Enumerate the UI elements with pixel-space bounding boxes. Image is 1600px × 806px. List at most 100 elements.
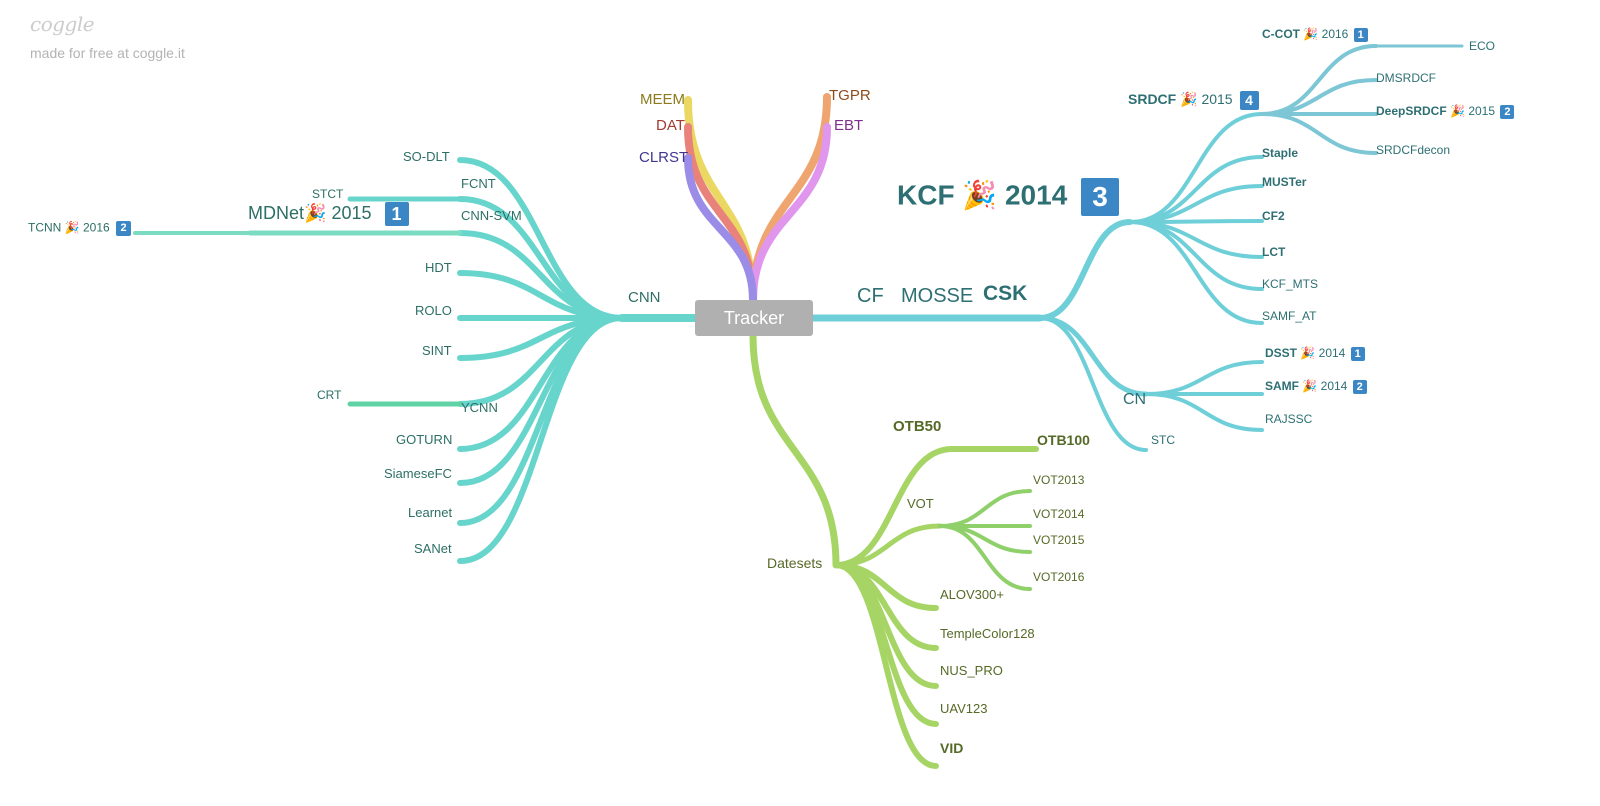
node-datesets[interactable]: Datesets xyxy=(767,555,823,571)
node-cnn[interactable]: CNN xyxy=(628,289,661,306)
node-samf-at[interactable]: SAMF_AT xyxy=(1262,309,1317,323)
node-mdnet[interactable]: MDNet🎉 2015 1 xyxy=(248,202,409,226)
node-ebt[interactable]: EBT xyxy=(834,117,864,134)
branch-kcf xyxy=(1037,219,1133,321)
dsst-year: 2014 xyxy=(1318,346,1346,361)
kcf-badge: 3 xyxy=(1081,178,1120,216)
node-ycnn[interactable]: YCNN xyxy=(461,400,498,415)
mdnet-badge: 1 xyxy=(384,202,409,226)
branch-samf-at xyxy=(1128,220,1264,325)
party-popper-icon: 🎉 xyxy=(962,178,998,212)
node-cn[interactable]: CN xyxy=(1123,391,1147,408)
node-srdcfdecon[interactable]: SRDCFdecon xyxy=(1376,143,1451,157)
tcnn-badge: 2 xyxy=(116,221,132,236)
node-vid[interactable]: VID xyxy=(940,740,964,756)
node-deepsrdcf[interactable]: DeepSRDCF 🎉 2015 2 xyxy=(1376,104,1515,119)
ccot-badge: 1 xyxy=(1353,28,1368,42)
kcf-year: 2014 xyxy=(1004,179,1068,211)
node-learnet[interactable]: Learnet xyxy=(408,505,453,520)
node-csk[interactable]: CSK xyxy=(983,282,1028,305)
node-templecolor128[interactable]: TempleColor128 xyxy=(940,626,1035,641)
branch-datesets xyxy=(749,332,840,569)
branch-dmsrdcf xyxy=(1260,78,1378,116)
node-meem[interactable]: MEEM xyxy=(640,91,685,108)
node-eco[interactable]: ECO xyxy=(1469,39,1496,53)
node-nus-pro[interactable]: NUS_PRO xyxy=(940,663,1003,678)
party-popper-icon: 🎉 xyxy=(1450,104,1465,119)
node-goturn[interactable]: GOTURN xyxy=(396,432,453,447)
node-vot2016[interactable]: VOT2016 xyxy=(1033,570,1085,584)
branch-tgpr xyxy=(749,93,831,304)
party-popper-icon: 🎉 xyxy=(1300,346,1316,361)
node-sanet[interactable]: SANet xyxy=(414,541,452,556)
ccot-label: C-COT xyxy=(1262,27,1300,42)
node-samf[interactable]: SAMF 🎉 2014 2 xyxy=(1265,380,1367,394)
branch-ebt xyxy=(749,123,831,304)
node-dsst[interactable]: DSST 🎉 2014 1 xyxy=(1265,347,1365,361)
node-dmsrdcf[interactable]: DMSRDCF xyxy=(1376,71,1436,85)
dsst-badge: 1 xyxy=(1350,347,1365,361)
branch-dsst xyxy=(1144,360,1264,396)
mdnet-year: 2015 xyxy=(331,202,372,223)
node-muster[interactable]: MUSTer xyxy=(1262,175,1307,189)
node-siamesefc[interactable]: SiameseFC xyxy=(384,466,452,481)
node-cnn-svm[interactable]: CNN-SVM xyxy=(461,208,522,223)
party-popper-icon: 🎉 xyxy=(1303,27,1319,42)
deepsrdcf-year: 2015 xyxy=(1468,104,1496,119)
node-vot2013[interactable]: VOT2013 xyxy=(1033,473,1085,487)
node-sint[interactable]: SINT xyxy=(422,343,452,358)
node-clrst[interactable]: CLRST xyxy=(639,149,689,166)
made-with-coggle-text[interactable]: made for free at coggle.it xyxy=(30,45,185,61)
node-tcnn[interactable]: TCNN 🎉 2016 2 xyxy=(28,220,132,236)
node-so-dlt[interactable]: SO-DLT xyxy=(403,149,450,164)
branch-clrst xyxy=(684,154,757,304)
node-vot2014[interactable]: VOT2014 xyxy=(1033,507,1085,521)
branch-ycnn xyxy=(457,315,625,407)
branch-learnet xyxy=(457,315,625,526)
samf-badge: 2 xyxy=(1352,380,1367,394)
node-rolo[interactable]: ROLO xyxy=(415,303,452,318)
kcf-label: KCF xyxy=(897,179,955,211)
node-rajssc[interactable]: RAJSSC xyxy=(1265,412,1313,426)
node-ccot[interactable]: C-COT 🎉 2016 1 xyxy=(1262,28,1368,42)
node-kcf[interactable]: KCF 🎉 2014 3 xyxy=(897,178,1120,216)
mdnet-label: MDNet xyxy=(248,202,305,223)
tcnn-label: TCNN xyxy=(28,220,62,235)
dsst-label: DSST xyxy=(1265,346,1298,361)
branch-otb50 xyxy=(833,446,955,568)
node-stct[interactable]: STCT xyxy=(312,187,344,201)
node-crt[interactable]: CRT xyxy=(317,388,342,402)
node-fcnt[interactable]: FCNT xyxy=(461,176,496,191)
node-staple[interactable]: Staple xyxy=(1262,146,1299,160)
node-uav123[interactable]: UAV123 xyxy=(940,701,988,716)
node-lct[interactable]: LCT xyxy=(1262,245,1286,259)
node-otb50[interactable]: OTB50 xyxy=(893,418,942,435)
node-tgpr[interactable]: TGPR xyxy=(829,87,871,104)
node-srdcf[interactable]: SRDCF 🎉 2015 4 xyxy=(1128,91,1259,110)
srdcf-year: 2015 xyxy=(1201,91,1233,108)
deepsrdcf-label: DeepSRDCF xyxy=(1376,104,1447,119)
branch-stc xyxy=(1038,316,1148,452)
party-popper-icon: 🎉 xyxy=(64,220,80,235)
branch-vot2016 xyxy=(938,524,1032,591)
node-vot[interactable]: VOT xyxy=(907,496,934,511)
samf-year: 2014 xyxy=(1320,379,1348,394)
party-popper-icon: 🎉 xyxy=(1180,92,1198,109)
srdcf-badge: 4 xyxy=(1239,91,1259,110)
srdcf-label: SRDCF xyxy=(1128,91,1177,108)
party-popper-icon: 🎉 xyxy=(304,202,327,224)
root-node-tracker[interactable]: Tracker xyxy=(695,300,813,336)
node-stc[interactable]: STC xyxy=(1151,433,1175,447)
node-cf[interactable]: CF xyxy=(857,285,884,307)
branch-vot2013 xyxy=(938,489,1032,528)
node-mosse[interactable]: MOSSE xyxy=(901,285,974,307)
node-dat[interactable]: DAT xyxy=(656,117,685,134)
node-alov300[interactable]: ALOV300+ xyxy=(940,587,1004,602)
node-vot2015[interactable]: VOT2015 xyxy=(1033,533,1085,547)
node-hdt[interactable]: HDT xyxy=(425,260,452,275)
ccot-year: 2016 xyxy=(1321,27,1349,42)
node-kcf-mts[interactable]: KCF_MTS xyxy=(1262,277,1319,291)
node-otb100[interactable]: OTB100 xyxy=(1037,432,1090,448)
coggle-logo[interactable]: coggle xyxy=(30,12,95,36)
node-cf2[interactable]: CF2 xyxy=(1262,209,1285,223)
